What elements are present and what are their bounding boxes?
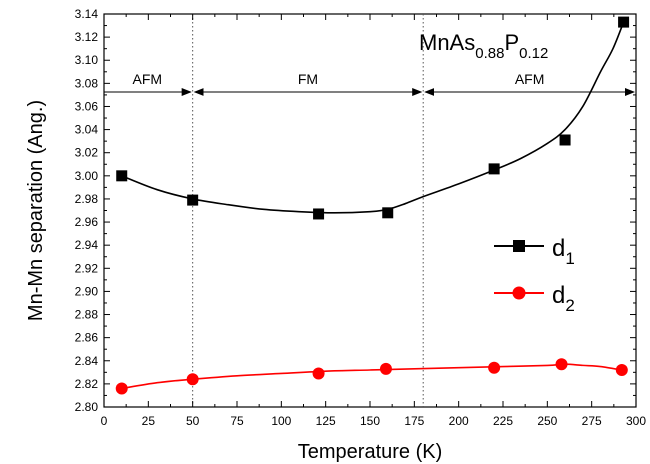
x-tick-label: 50 — [186, 414, 200, 428]
y-tick-label: 2.96 — [75, 215, 99, 229]
data-point-d1 — [488, 163, 500, 175]
data-point-d1 — [618, 16, 630, 28]
y-tick-label: 2.86 — [75, 331, 99, 345]
y-tick-label: 2.80 — [75, 400, 99, 414]
x-tick-label: 225 — [493, 414, 513, 428]
y-tick-label: 2.98 — [75, 192, 99, 206]
compound-label: MnAs0.88P0.12 — [419, 30, 548, 62]
y-tick-label: 2.82 — [75, 377, 99, 391]
data-point-d1 — [382, 207, 394, 219]
y-tick-label: 3.10 — [75, 53, 99, 67]
y-axis-title: Mn-Mn separation (Ang.) — [25, 100, 47, 321]
x-tick-label: 300 — [626, 414, 646, 428]
legend-label-d1: d1 — [552, 235, 575, 268]
series-fit-line-d2 — [121, 363, 622, 390]
region-label: FM — [298, 71, 318, 87]
data-point-d2 — [115, 382, 128, 395]
legend-marker-d2 — [512, 286, 526, 300]
x-tick-label: 0 — [101, 414, 108, 428]
legend-item-d2: d2 — [494, 282, 575, 315]
region-label: AFM — [515, 71, 545, 87]
data-point-d2 — [186, 373, 199, 386]
x-tick-label: 100 — [271, 414, 291, 428]
legend-marker-d1 — [513, 240, 525, 252]
x-tick-label: 200 — [449, 414, 469, 428]
data-point-d1 — [559, 134, 571, 146]
y-tick-label: 2.92 — [75, 261, 99, 275]
x-tick-label: 250 — [537, 414, 557, 428]
axes: 0 25 50 75 100 125 150 175 200 225 250 275 300 2.80 2.… — [25, 7, 646, 463]
x-tick-label: 125 — [316, 414, 336, 428]
y-tick-label: 2.88 — [75, 308, 99, 322]
x-tick-label: 75 — [230, 414, 244, 428]
legend: d1 d2 — [494, 235, 575, 315]
plot-frame — [103, 13, 637, 408]
data-point-d2 — [379, 362, 392, 375]
y-tick-label: 3.00 — [75, 169, 99, 183]
legend-item-d1: d1 — [494, 235, 575, 268]
y-tick-label: 3.06 — [75, 99, 99, 113]
y-tick-label: 3.02 — [75, 146, 99, 160]
y-tick-label: 3.08 — [75, 76, 99, 90]
y-tick-label: 2.94 — [75, 238, 99, 252]
y-tick-label: 3.04 — [75, 123, 99, 137]
x-tick-label: 25 — [142, 414, 156, 428]
legend-label-d2: d2 — [552, 282, 575, 315]
y-tick-label: 2.90 — [75, 284, 99, 298]
data-point-d2 — [312, 367, 325, 380]
data-point-d1 — [187, 194, 199, 206]
data-point-d2 — [615, 364, 628, 377]
x-tick-label: 175 — [404, 414, 424, 428]
region-annotations: AFM FM AFM — [104, 14, 635, 407]
data-series — [115, 16, 630, 395]
x-axis-title: Temperature (K) — [298, 441, 443, 463]
x-tick-label: 275 — [582, 414, 602, 428]
data-point-d2 — [555, 358, 568, 371]
plot-area — [103, 13, 637, 408]
data-point-d1 — [313, 208, 325, 220]
data-point-d2 — [488, 361, 501, 374]
x-tick-label: 150 — [360, 414, 380, 428]
y-tick-label: 3.14 — [75, 7, 99, 21]
y-tick-label: 2.84 — [75, 354, 99, 368]
series-fit-line-d1 — [121, 21, 625, 214]
y-tick-label: 3.12 — [75, 30, 99, 44]
data-point-d1 — [116, 170, 128, 182]
region-label: AFM — [133, 71, 163, 87]
